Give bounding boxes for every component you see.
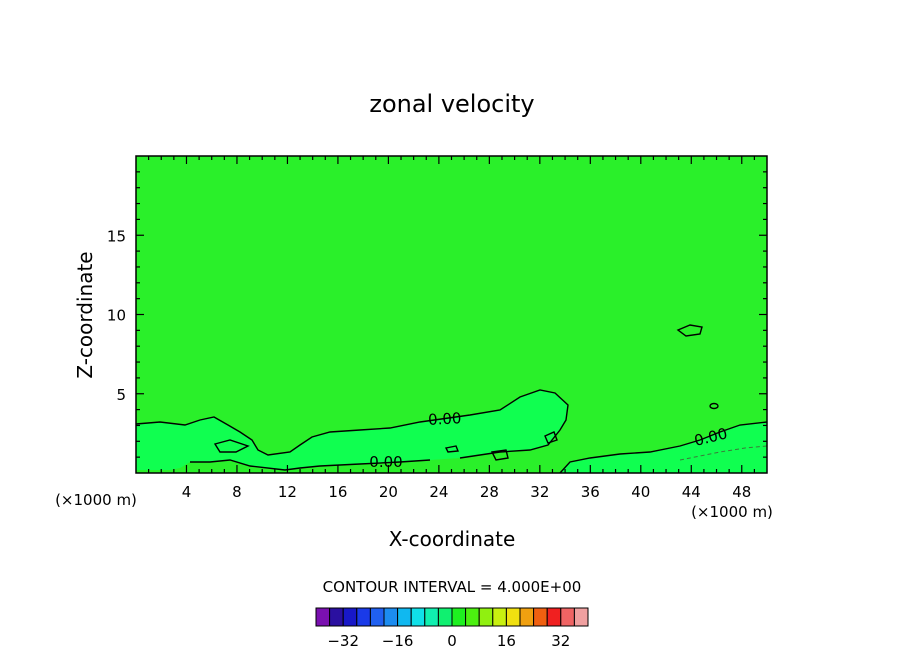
colorbar-swatch (573, 607, 589, 627)
zero-contour-line-east (559, 421, 768, 474)
chart-title: zonal velocity (369, 90, 534, 118)
x-tick-label: 32 (530, 483, 549, 501)
zero-contour-small-island (709, 402, 719, 410)
x-axis-label: X-coordinate (389, 527, 516, 551)
y-axis-label: Z-coordinate (73, 251, 97, 378)
colorbar-tick-label: −16 (382, 632, 414, 650)
contour-label: 0.00 (369, 453, 402, 471)
contour-interval-text: CONTOUR INTERVAL = 4.000E+00 (323, 578, 582, 596)
colorbar-swatch (329, 607, 344, 627)
x-tick-label: 28 (480, 483, 499, 501)
x-tick-label: 20 (379, 483, 398, 501)
zero-contour-island (676, 324, 703, 337)
positive-velocity-region (136, 390, 568, 470)
colorbar-swatch (397, 607, 412, 627)
colorbar-swatch (342, 607, 358, 627)
colorbar-swatch (315, 607, 331, 627)
positive-velocity-region-east (560, 422, 767, 473)
colorbar-tick-label: 16 (497, 632, 516, 650)
x-tick-label: 48 (732, 483, 751, 501)
colorbar-swatch (505, 607, 521, 627)
y-tick-label: 15 (107, 227, 126, 245)
colorbar-tick-label: −32 (327, 632, 359, 650)
x-tick-label: 16 (328, 483, 347, 501)
colorbar-swatch (437, 607, 453, 627)
colorbar-swatch (465, 607, 480, 627)
zero-contour-blob-4 (490, 449, 509, 461)
colorbar-tick-label: 0 (447, 632, 457, 650)
x-tick-label: 12 (278, 483, 297, 501)
contour-label: 0.00 (428, 409, 462, 429)
colorbar-swatch (356, 607, 371, 627)
x-tick-labels: 4 8 12 16 20 24 28 32 36 40 44 48 (182, 483, 752, 501)
x-tick-label: 4 (182, 483, 192, 501)
x-unit-label-right: (×1000 m) (691, 503, 773, 521)
colorbar-labels: −32 −16 0 16 32 (327, 632, 570, 650)
colorbar-swatch (533, 607, 548, 627)
zero-contour-blob-3 (544, 431, 558, 444)
x-tick-label: 24 (429, 483, 448, 501)
colorbar-swatch (424, 607, 439, 627)
zero-contour-blob-2 (444, 445, 459, 453)
y-tick-label: 5 (116, 386, 126, 404)
x-tick-label: 44 (682, 483, 701, 501)
negative-contour-line (679, 445, 768, 461)
colorbar-swatch (492, 607, 507, 627)
colorbar-swatch (410, 607, 426, 627)
colorbar-swatch (519, 607, 535, 627)
colorbar-swatch (369, 607, 385, 627)
x-tick-label: 36 (581, 483, 600, 501)
x-unit-label-left: (×1000 m) (55, 491, 137, 509)
colorbar-tick-label: 32 (551, 632, 570, 650)
colorbar-swatch (560, 607, 575, 627)
plot-area: 0.00 0.00 0.00 (135, 155, 768, 474)
x-tick-label: 40 (631, 483, 650, 501)
colorbar (315, 607, 589, 627)
x-tick-label: 8 (232, 483, 242, 501)
tick-marks (136, 156, 767, 473)
zero-contour-line (135, 389, 569, 459)
y-tick-label: 10 (107, 307, 126, 325)
zero-contour-line-lower (190, 459, 431, 471)
colorbar-swatch (478, 607, 494, 627)
zero-contour-blob-1 (213, 439, 250, 453)
colorbar-swatch (451, 607, 467, 627)
y-tick-labels: 5 10 15 (107, 227, 126, 404)
colorbar-swatch (383, 607, 399, 627)
contour-lines (135, 324, 768, 474)
colorbar-swatch (546, 607, 562, 627)
